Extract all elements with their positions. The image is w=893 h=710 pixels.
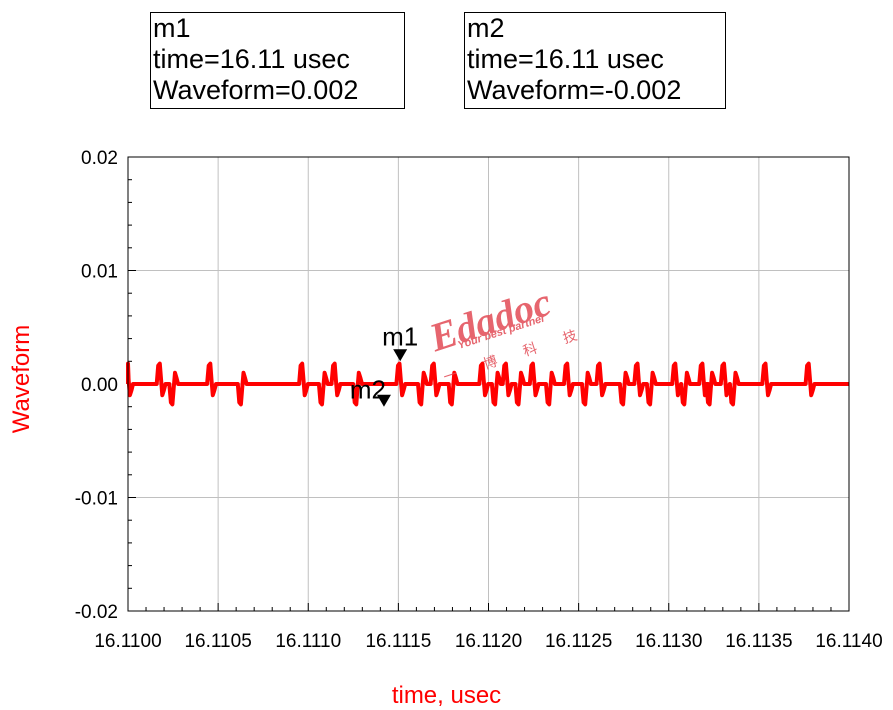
marker-time: time=16.11 usec xyxy=(153,44,350,74)
x-tick-label: 16.1135 xyxy=(725,631,792,652)
marker-value: Waveform=-0.002 xyxy=(467,75,682,105)
y-axis-label: Waveform xyxy=(8,324,35,434)
marker-triangle-icon xyxy=(376,394,391,407)
y-tick-label: 0.01 xyxy=(81,262,118,283)
waveform-trace xyxy=(126,361,849,407)
x-tick-label: 16.1125 xyxy=(545,631,612,652)
y-tick-label: -0.02 xyxy=(75,602,118,623)
marker-name: m1 xyxy=(153,13,191,43)
x-tick-label: 16.1120 xyxy=(455,631,522,652)
marker-glyphs: m1 m2 xyxy=(350,321,418,407)
x-tick-label: 16.1105 xyxy=(184,631,251,652)
plot-frame xyxy=(127,156,850,612)
y-tick-label: -0.01 xyxy=(75,489,118,510)
waveform-line xyxy=(126,361,849,407)
marker-readout-m2: m2 time=16.11 usec Waveform=-0.002 xyxy=(464,12,726,109)
marker-value: Waveform=0.002 xyxy=(153,75,359,105)
x-tick-label: 16.1130 xyxy=(635,631,702,652)
marker-label: m2 xyxy=(350,375,386,405)
marker-triangle-icon xyxy=(393,349,408,362)
marker-label: m1 xyxy=(382,321,418,351)
y-tick-label: 0.02 xyxy=(81,148,118,169)
x-tick-label: 16.1115 xyxy=(365,631,431,652)
x-axis-label: time, usec xyxy=(391,682,502,709)
x-tick-label: 16.1100 xyxy=(94,631,161,652)
y-tick-label: 0.00 xyxy=(81,375,118,396)
marker-name: m2 xyxy=(467,13,505,43)
y-tick-labels: 0.02 0.01 0.00 -0.01 -0.02 xyxy=(75,148,118,623)
x-tick-label: 16.1140 xyxy=(815,631,882,652)
x-tick-label: 16.1110 xyxy=(275,631,341,652)
marker-time: time=16.11 usec xyxy=(467,44,664,74)
marker-readout-m1: m1 time=16.11 usec Waveform=0.002 xyxy=(150,12,405,109)
x-tick-labels: 16.1100 16.1105 16.1110 16.1115 16.1120 16.11… xyxy=(94,631,882,652)
